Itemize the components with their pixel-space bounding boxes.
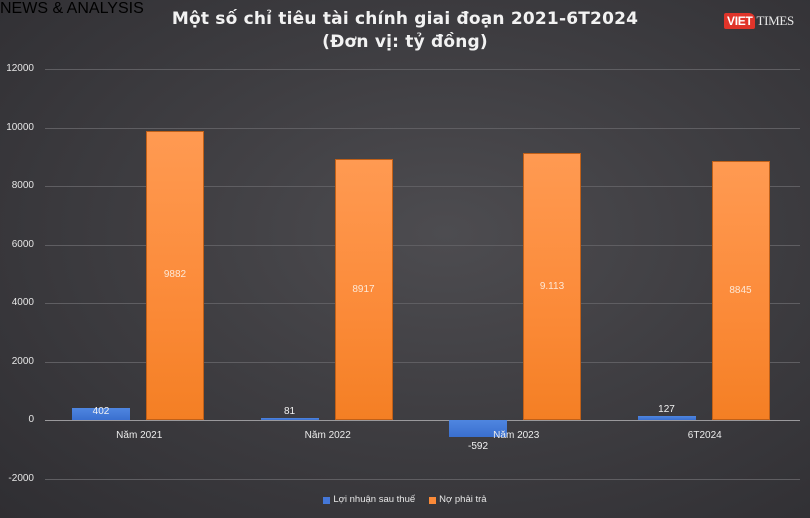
x-category-label: Năm 2021 (116, 430, 163, 441)
logo-tagline: NEWS & ANALYSIS (0, 0, 144, 17)
data-label-liabilities: 9882 (163, 269, 187, 281)
logo-times: TIMES (756, 13, 794, 28)
legend-label-liabilities: Nợ phải trả (439, 494, 487, 505)
x-category-label: Năm 2023 (493, 430, 540, 441)
y-tick-label: 12000 (6, 63, 34, 74)
legend-label-profit: Lợi nhuận sau thuế (333, 494, 416, 505)
legend-item-liabilities: Nợ phải trả (429, 494, 487, 506)
x-category-label: 6T2024 (687, 430, 722, 441)
gridline (45, 479, 800, 480)
data-label-profit: -592 (467, 441, 488, 453)
y-tick-label: 0 (28, 414, 34, 425)
zero-axis-line (45, 420, 800, 421)
gridline (45, 362, 800, 363)
bar-liabilities (146, 130, 204, 420)
data-label-profit: 402 (92, 406, 110, 418)
bar-liabilities (334, 159, 393, 420)
y-tick-label: 8000 (11, 180, 34, 191)
y-tick-label: 6000 (11, 239, 34, 250)
data-label-liabilities: 8845 (729, 284, 752, 296)
bar-profit (260, 417, 319, 420)
legend-swatch-blue-icon (323, 496, 331, 504)
viettimes-logo: VIET TIMES (724, 11, 794, 31)
logo-viet: VIET (724, 13, 756, 29)
gridline (45, 245, 800, 246)
gridline (45, 186, 800, 187)
data-label-profit: 81 (283, 405, 296, 417)
chart-title: Một số chỉ tiêu tài chính giai đoạn 2021… (0, 8, 810, 54)
bar-profit (637, 416, 696, 420)
y-tick-label: 4000 (11, 297, 34, 308)
y-tick-label: 2000 (11, 356, 34, 367)
bar-liabilities (523, 153, 581, 420)
chart-title-line1: Một số chỉ tiêu tài chính giai đoạn 2021… (171, 9, 639, 29)
gridline (45, 303, 800, 304)
bar-liabilities (711, 161, 770, 420)
gridline (45, 128, 800, 129)
x-category-label: Năm 2022 (304, 430, 351, 441)
legend-item-profit: Lợi nhuận sau thuế (323, 494, 415, 506)
gridline (45, 69, 800, 70)
legend-swatch-orange-icon (429, 496, 437, 504)
data-label-profit: 127 (658, 404, 675, 416)
data-label-liabilities: 8917 (352, 283, 375, 295)
bar-profit (72, 408, 130, 420)
legend: Lợi nhuận sau thuế Nợ phải trả (0, 494, 810, 506)
data-label-liabilities: 9.113 (539, 280, 565, 292)
y-tick-label: -2000 (8, 473, 34, 484)
y-tick-label: 10000 (6, 122, 34, 133)
bar-profit (449, 420, 507, 438)
chart-title-line2: (Đơn vị: tỷ đồng) (322, 32, 488, 52)
